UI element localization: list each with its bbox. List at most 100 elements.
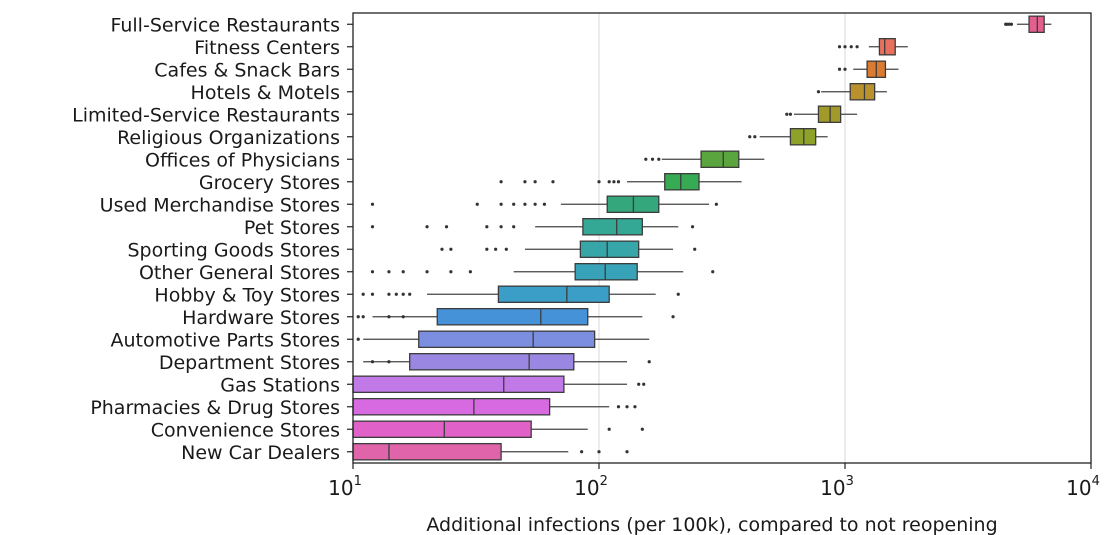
outlier-point (499, 225, 503, 229)
box-item (347, 397, 637, 416)
outlier-point (542, 202, 547, 206)
box-item (347, 442, 629, 461)
outlier-point (387, 315, 391, 319)
box-item (347, 83, 887, 101)
category-label: Automotive Parts Stores (110, 329, 340, 351)
box-item (347, 330, 650, 348)
outlier-point (504, 247, 508, 251)
box-item (347, 262, 715, 281)
outlier-point (444, 225, 449, 229)
outlier-point (370, 202, 375, 206)
outlier-point (523, 202, 527, 206)
plot-frame (352, 12, 1092, 464)
outlier-point (523, 180, 527, 184)
outlier-point (468, 270, 472, 274)
outlier-point (499, 202, 503, 206)
box-item (347, 60, 899, 79)
outlier-point (843, 67, 847, 71)
category-label: Offices of Physicians (145, 149, 340, 171)
box (418, 330, 596, 348)
box (700, 150, 740, 168)
x-tick-label: 101 (328, 474, 362, 500)
outlier-point (616, 405, 621, 409)
box-item (347, 217, 695, 236)
category-label: Hotels & Motels (191, 82, 340, 104)
outlier-point (616, 180, 621, 184)
box-item (347, 105, 858, 124)
box (352, 375, 565, 393)
outlier-point (533, 180, 537, 184)
outlier-point (356, 337, 360, 341)
box (579, 240, 640, 258)
outlier-point (485, 247, 489, 251)
x-tick-label: 104 (1066, 474, 1100, 500)
outlier-point (370, 225, 375, 229)
outlier-point (425, 225, 429, 229)
outlier-point (1005, 22, 1009, 26)
outlier-point (449, 247, 453, 251)
outlier-point (597, 180, 601, 184)
box-item (347, 127, 828, 146)
box (1028, 15, 1045, 34)
outlier-point (607, 427, 611, 431)
outlier-point (401, 315, 405, 319)
outlier-point (650, 157, 655, 161)
category-label: Used Merchandise Stores (100, 194, 340, 216)
outlier-point (533, 202, 537, 206)
outlier-point (370, 360, 375, 364)
box-item (347, 240, 697, 258)
box-item (347, 150, 765, 168)
box (352, 397, 551, 416)
category-label: Gas Stations (220, 374, 340, 396)
outlier-point (633, 405, 637, 409)
outlier-point (387, 270, 391, 274)
box-item (347, 172, 742, 191)
category-label: Full-Service Restaurants (110, 14, 340, 36)
outlier-point (637, 382, 641, 386)
outlier-point (475, 202, 479, 206)
category-label: Religious Organizations (117, 127, 340, 149)
outlier-point (693, 247, 697, 251)
box (497, 285, 610, 303)
box (352, 442, 502, 461)
outlier-point (753, 135, 757, 139)
outlier-point (387, 360, 391, 364)
box (409, 352, 575, 371)
outlier-point (499, 180, 503, 184)
outlier-point (394, 292, 398, 296)
outlier-point (425, 270, 429, 274)
category-label: Convenience Stores (151, 419, 340, 441)
box-item (347, 195, 718, 213)
outlier-point (642, 382, 646, 386)
box-item (347, 307, 675, 326)
x-tick-label: 102 (574, 474, 608, 500)
outlier-point (855, 45, 859, 49)
outlier-point (1009, 22, 1014, 26)
outlier-point (387, 292, 391, 296)
outlier-point (408, 292, 412, 296)
category-label: Cafes & Snack Bars (154, 59, 340, 81)
outlier-point (837, 67, 842, 71)
grid-lines (352, 13, 1092, 463)
category-label: Pet Stores (244, 217, 340, 239)
box (352, 420, 532, 438)
outlier-point (843, 45, 847, 49)
box (664, 172, 700, 191)
outlier-point (676, 292, 680, 296)
outlier-point (512, 202, 516, 206)
outlier-point (370, 292, 375, 296)
outlier-point (849, 45, 853, 49)
outlier-point (512, 225, 516, 229)
box-item (347, 375, 646, 393)
category-label: Grocery Stores (199, 172, 340, 194)
category-label: Other General Stores (139, 262, 340, 284)
box-item (347, 38, 908, 56)
box (436, 307, 589, 326)
outlier-point (494, 247, 498, 251)
x-tick-label: 103 (820, 474, 854, 500)
box-item (347, 15, 1052, 34)
box (582, 217, 643, 236)
box-item (347, 420, 644, 438)
